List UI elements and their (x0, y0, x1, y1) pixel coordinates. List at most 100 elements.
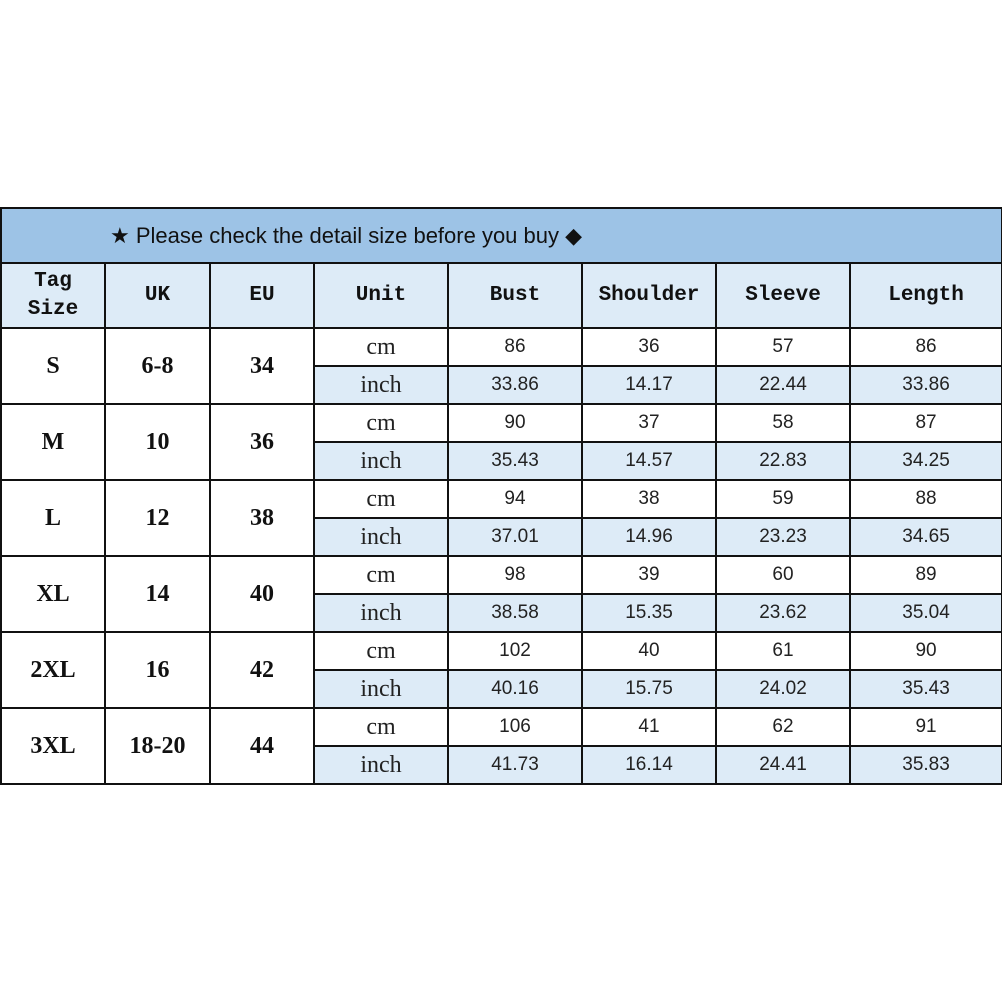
measurement-cell: 38.58 (447, 593, 583, 633)
unit-cell: cm (313, 631, 449, 671)
measurement-cell: 86 (447, 327, 583, 367)
table-row: inch 41.73 16.14 24.41 35.83 (1, 745, 1002, 785)
measurement-cell: 35.83 (848, 745, 1002, 785)
table-row: S 6-8 34 cm 86 36 57 86 (0, 327, 1002, 405)
unit-cell: inch (313, 365, 449, 405)
column-header: Shoulder (581, 262, 717, 329)
measurement-cell: 23.23 (715, 517, 851, 557)
measurement-cell: 87 (848, 403, 1002, 443)
unit-cell: cm (313, 403, 449, 443)
eu-size-cell: 36 (209, 403, 315, 481)
table-row: inch 38.58 15.35 23.62 35.04 (1, 593, 1002, 633)
measurement-cell: 14.96 (581, 517, 717, 557)
measurement-cell: 16.14 (581, 745, 717, 785)
measurement-cell: 98 (447, 555, 583, 595)
measurement-cell: 60 (715, 555, 851, 595)
measurement-cell: 106 (447, 707, 583, 747)
table-row: 3XL 18-20 44 cm 106 41 62 91 (0, 707, 1002, 785)
measurement-cell: 34.25 (848, 441, 1002, 481)
table-row: M 10 36 cm 90 37 58 87 (0, 403, 1002, 481)
measurement-cell: 40.16 (447, 669, 583, 709)
measurement-cell: 23.62 (715, 593, 851, 633)
measurement-cell: 36 (581, 327, 717, 367)
column-header: Unit (313, 262, 449, 329)
measurement-cell: 62 (715, 707, 851, 747)
diamond-icon: ◆ (565, 222, 583, 248)
unit-cell: cm (313, 327, 449, 367)
measurement-cell: 102 (447, 631, 583, 671)
measurement-cell: 61 (715, 631, 851, 671)
measurement-cell: 40 (581, 631, 717, 671)
measurement-cell: 35.43 (848, 669, 1002, 709)
tag-size-cell: L (0, 479, 106, 557)
table-row: XL 14 40 cm 98 39 60 89 (0, 555, 1002, 633)
measurement-cell: 38 (581, 479, 717, 519)
measurement-cell: 91 (848, 707, 1002, 747)
column-header: Sleeve (715, 262, 851, 329)
measurement-cell: 90 (447, 403, 583, 443)
measurement-cell: 90 (848, 631, 1002, 671)
table-title: ★ Please check the detail size before yo… (0, 207, 1002, 264)
uk-size-cell: 16 (104, 631, 211, 709)
measurement-cell: 35.43 (447, 441, 583, 481)
measurement-cell: 41 (581, 707, 717, 747)
eu-size-cell: 44 (209, 707, 315, 785)
measurement-cell: 94 (447, 479, 583, 519)
eu-size-cell: 34 (209, 327, 315, 405)
measurement-cell: 59 (715, 479, 851, 519)
measurement-cell: 15.75 (581, 669, 717, 709)
uk-size-cell: 18-20 (104, 707, 211, 785)
tag-size-cell: S (0, 327, 106, 405)
table-row: inch 40.16 15.75 24.02 35.43 (1, 669, 1002, 709)
uk-size-cell: 6-8 (104, 327, 211, 405)
column-header: Tag Size (0, 262, 106, 329)
measurement-cell: 89 (848, 555, 1002, 595)
measurement-cell: 57 (715, 327, 851, 367)
column-header: Length (848, 262, 1002, 329)
size-chart-table: ★ Please check the detail size before yo… (0, 207, 1002, 785)
measurement-cell: 37.01 (447, 517, 583, 557)
measurement-cell: 22.44 (715, 365, 851, 405)
table-row: inch 37.01 14.96 23.23 34.65 (1, 517, 1002, 557)
header-row: Tag Size UK EU Unit Bust Shoulder Sleeve Length (0, 262, 1002, 329)
eu-size-cell: 38 (209, 479, 315, 557)
column-header: UK (104, 262, 211, 329)
unit-cell: inch (313, 593, 449, 633)
measurement-cell: 41.73 (447, 745, 583, 785)
table-row: L 12 38 cm 94 38 59 88 (0, 479, 1002, 557)
unit-cell: inch (313, 517, 449, 557)
star-icon: ★ (110, 222, 130, 248)
uk-size-cell: 14 (104, 555, 211, 633)
unit-cell: inch (313, 669, 449, 709)
measurement-cell: 24.02 (715, 669, 851, 709)
column-header: EU (209, 262, 315, 329)
unit-cell: cm (313, 707, 449, 747)
measurement-cell: 37 (581, 403, 717, 443)
tag-size-cell: M (0, 403, 106, 481)
measurement-cell: 34.65 (848, 517, 1002, 557)
measurement-cell: 39 (581, 555, 717, 595)
uk-size-cell: 12 (104, 479, 211, 557)
table-row: inch 35.43 14.57 22.83 34.25 (1, 441, 1002, 481)
tag-size-cell: 2XL (0, 631, 106, 709)
unit-cell: inch (313, 745, 449, 785)
measurement-cell: 35.04 (848, 593, 1002, 633)
measurement-cell: 22.83 (715, 441, 851, 481)
measurement-cell: 86 (848, 327, 1002, 367)
tag-size-cell: 3XL (0, 707, 106, 785)
measurement-cell: 33.86 (848, 365, 1002, 405)
measurement-cell: 88 (848, 479, 1002, 519)
measurement-cell: 14.17 (581, 365, 717, 405)
table-row: 2XL 16 42 cm 102 40 61 90 (0, 631, 1002, 709)
measurement-cell: 15.35 (581, 593, 717, 633)
tag-size-cell: XL (0, 555, 106, 633)
uk-size-cell: 10 (104, 403, 211, 481)
unit-cell: inch (313, 441, 449, 481)
unit-cell: cm (313, 479, 449, 519)
title-text: Please check the detail size before you … (135, 222, 560, 248)
eu-size-cell: 42 (209, 631, 315, 709)
measurement-cell: 14.57 (581, 441, 717, 481)
measurement-cell: 33.86 (447, 365, 583, 405)
column-header: Bust (447, 262, 583, 329)
eu-size-cell: 40 (209, 555, 315, 633)
